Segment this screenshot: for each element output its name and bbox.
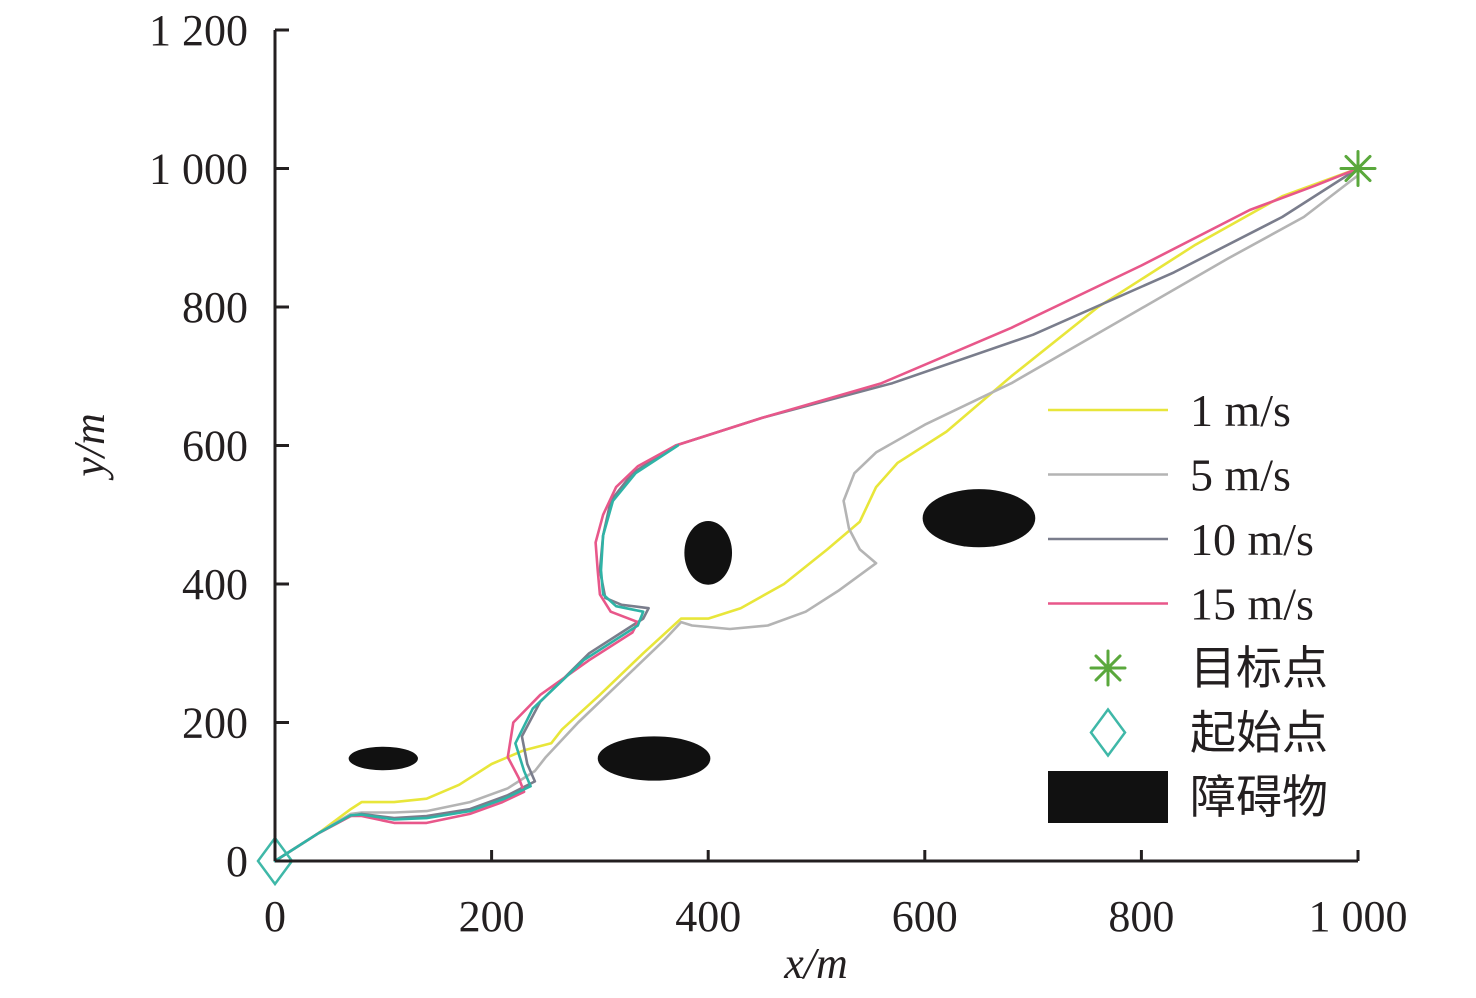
legend-swatch-diamond — [1089, 707, 1127, 758]
target-point-marker — [1339, 150, 1377, 187]
obstacle-layer — [348, 489, 1036, 781]
legend-item-3: 10 m/s — [1048, 514, 1314, 565]
legend-swatch-rect — [1048, 771, 1168, 823]
y-axis-title: y/m — [65, 413, 114, 481]
legend-item-6: 起始点 — [1089, 707, 1328, 759]
legend-item-5: 目标点 — [1089, 643, 1328, 694]
legend-item-1: 1 m/s — [1048, 385, 1291, 436]
x-tick-label-200: 200 — [459, 892, 525, 941]
x-tick-label-400: 400 — [675, 892, 741, 941]
obstacle-3 — [684, 520, 733, 585]
legend-label: 起始点 — [1190, 708, 1328, 759]
marker-layer — [256, 150, 1377, 887]
x-tick-label-800: 800 — [1108, 892, 1174, 941]
tick-layer: 0 200 400 600 800 1 000 0 200 400 600 800 1 000 1 20… — [149, 6, 1408, 941]
x-tick-label-1000: 1 000 — [1309, 892, 1408, 941]
y-tick-label-0: 0 — [226, 837, 248, 886]
x-tick-label-600: 600 — [892, 892, 958, 941]
legend-label: 10 m/s — [1190, 514, 1314, 565]
x-tick-label-0: 0 — [264, 892, 286, 941]
y-tick-label-800: 800 — [182, 283, 248, 332]
series-line-5 — [273, 444, 680, 863]
obstacle-2 — [597, 736, 711, 781]
y-tick-label-1000: 1 000 — [149, 145, 248, 194]
y-tick-label-600: 600 — [182, 422, 248, 471]
legend-item-2: 5 m/s — [1048, 450, 1291, 501]
y-tick-label-400: 400 — [182, 560, 248, 609]
legend-label: 障碍物 — [1190, 772, 1328, 823]
y-tick-label-1200: 1 200 — [149, 6, 248, 55]
series-line-3 — [273, 167, 1360, 863]
legend-item-7: 障碍物 — [1048, 771, 1328, 823]
legend-label: 15 m/s — [1190, 579, 1314, 630]
x-axis-title: x/m — [783, 939, 848, 988]
legend-label: 目标点 — [1190, 643, 1328, 694]
series-line-2 — [273, 174, 1360, 863]
legend-label: 5 m/s — [1190, 450, 1291, 501]
start-point-marker — [256, 835, 294, 887]
legend-swatch-star — [1089, 649, 1127, 687]
obstacle-4 — [922, 489, 1036, 548]
series-layer — [273, 167, 1360, 863]
y-tick-label-200: 200 — [182, 699, 248, 748]
obstacle-1 — [348, 746, 418, 771]
legend-label: 1 m/s — [1190, 385, 1291, 436]
legend-item-4: 15 m/s — [1048, 579, 1314, 630]
